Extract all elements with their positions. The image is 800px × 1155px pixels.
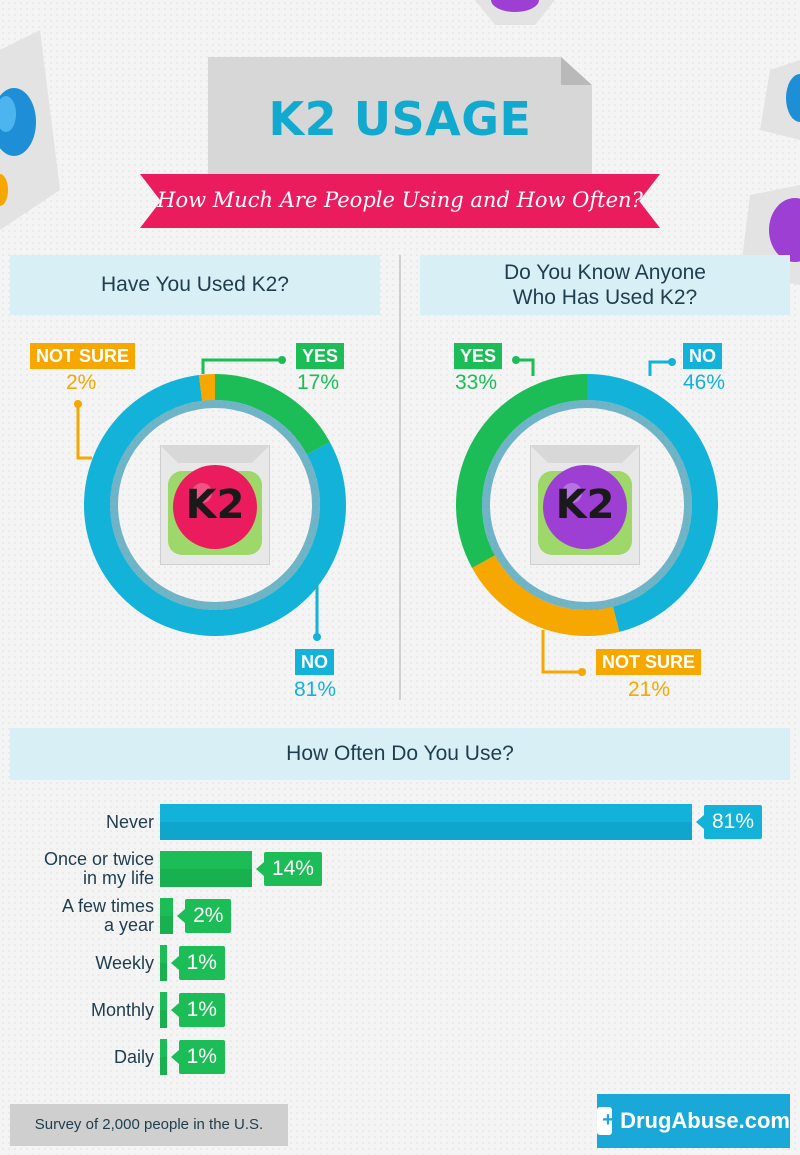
- bar-a-few-times: [160, 898, 174, 934]
- used-slice-not-sure: [84, 374, 346, 636]
- page-subtitle: How Much Are People Using and How Often?: [157, 188, 643, 212]
- bar-label-never: Never: [105, 811, 154, 832]
- bar-value-weekly: 1%: [170, 946, 225, 980]
- know-yes-tag: YES: [454, 343, 503, 369]
- know-anyone-header: Do You Know Anyone Who Has Used K2?: [420, 255, 790, 315]
- subtitle-banner: [140, 174, 660, 228]
- bar-label-weekly: Weekly: [95, 952, 154, 973]
- title-card: [208, 57, 592, 175]
- bar-label-line1: Once or twice: [43, 849, 154, 869]
- bar-label-line1: Monthly: [90, 999, 154, 1020]
- bar-label-line1: A few times: [61, 896, 154, 916]
- know-notsure-tag: NOT SURE: [596, 649, 702, 675]
- used-yes-pct: 17%: [297, 371, 340, 394]
- bar-monthly: [160, 992, 167, 1028]
- page-title: K2 USAGE: [268, 92, 532, 146]
- k2-badge-label-left: K2: [185, 482, 245, 528]
- bar-never: [160, 804, 692, 840]
- know-yes-pct: 33%: [455, 371, 498, 394]
- used-k2-header: Have You Used K2?: [10, 255, 380, 315]
- used-notsure-pct: 2%: [66, 371, 97, 394]
- know-no-pct: 46%: [683, 371, 726, 394]
- k2-badge-label-right: K2: [555, 482, 615, 528]
- bar-weekly: [160, 945, 167, 981]
- know-anyone-title-line1: Do You Know Anyone: [503, 260, 706, 284]
- bar-label-line1: Weekly: [95, 952, 154, 973]
- bar-label-a-few-times: A few times a year: [62, 897, 154, 935]
- know-anyone-title-line2: Who Has Used K2?: [512, 286, 698, 309]
- bar-label-line2: in my life: [82, 868, 154, 888]
- donut-leader-lines: [74, 356, 676, 676]
- used-notsure-tag: NOT SURE: [30, 343, 136, 369]
- used-slice-no: [84, 374, 346, 636]
- used-no-pct: 81%: [294, 678, 337, 701]
- bar-daily: [160, 1039, 167, 1075]
- know-notsure-pct: 21%: [628, 678, 671, 701]
- bar-value-a-few-times: 2%: [177, 899, 232, 933]
- used-no-tag: NO: [295, 649, 334, 675]
- bar-value-daily: 1%: [170, 1040, 225, 1074]
- know-slice-not-sure: [456, 374, 718, 636]
- section-divider: [399, 255, 401, 700]
- survey-footnote: Survey of 2,000 people in the U.S.: [10, 1104, 288, 1146]
- bar-label-line2: a year: [103, 915, 154, 935]
- bar-value-monthly: 1%: [170, 993, 225, 1027]
- bar-label-line1: Never: [105, 811, 154, 832]
- frequency-header: How Often Do You Use?: [10, 728, 790, 780]
- donut-chart-know-anyone: [456, 374, 718, 636]
- frequency-title: How Often Do You Use?: [286, 742, 514, 766]
- decorative-pill-top-left: [0, 30, 60, 230]
- decorative-pill-top-center: [475, 0, 555, 25]
- bar-value-never: 81%: [695, 805, 763, 839]
- medical-clipboard-icon: [597, 1107, 619, 1135]
- bar-value-once-or-twice: 14%: [255, 852, 322, 886]
- know-no-tag: NO: [683, 343, 722, 369]
- decorative-pill-right-top: [760, 60, 800, 140]
- brand-name: DrugAbuse.com: [620, 1108, 790, 1133]
- bar-once-or-twice: [160, 851, 252, 887]
- k2-packet-purple-icon: [530, 445, 640, 565]
- bar-label-monthly: Monthly: [90, 999, 154, 1020]
- used-k2-title: Have You Used K2?: [101, 273, 289, 297]
- used-yes-tag: YES: [296, 343, 345, 369]
- know-slice-yes: [456, 374, 718, 636]
- brand-logo[interactable]: DrugAbuse.com: [597, 1094, 790, 1148]
- bar-label-once-or-twice: Once or twice in my life: [44, 850, 154, 888]
- donut-chart-used-k2: [84, 374, 346, 636]
- k2-packet-pink-icon: [160, 445, 270, 565]
- bar-label-line1: Daily: [113, 1046, 154, 1067]
- bar-label-daily: Daily: [113, 1046, 154, 1067]
